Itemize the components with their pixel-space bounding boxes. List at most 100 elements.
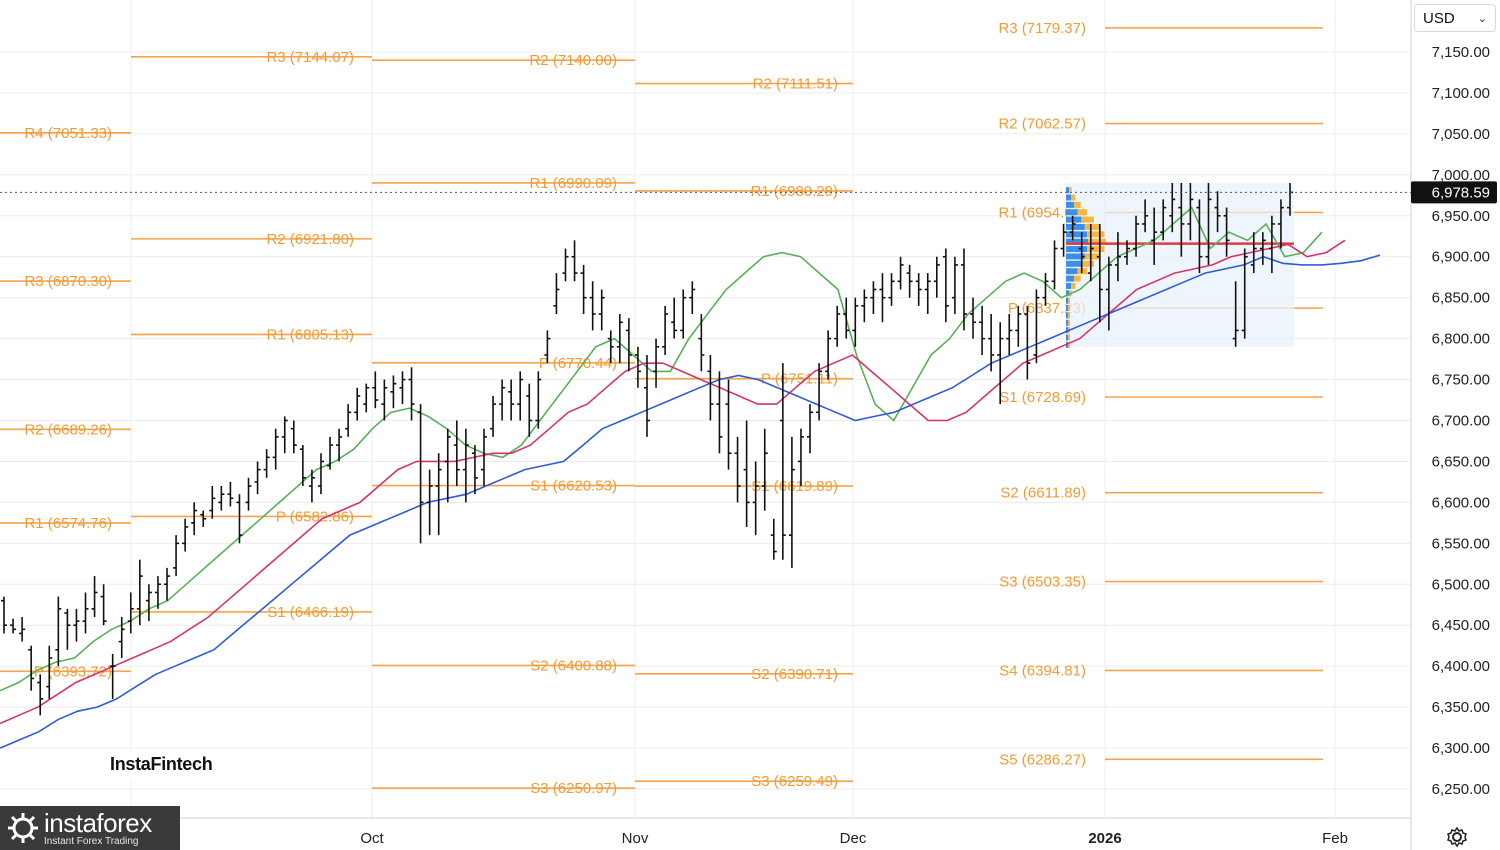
ohlc-bar <box>634 346 641 388</box>
pivot-label: S1 (6728.69) <box>999 389 1086 406</box>
volume-bar <box>1071 282 1076 289</box>
ohlc-bar <box>960 248 967 331</box>
volume-bar <box>1068 297 1070 304</box>
ohlc-bar <box>1096 223 1103 323</box>
ohlc-bar <box>408 367 415 421</box>
volume-bar <box>1066 282 1072 289</box>
ohlc-bar <box>1069 215 1076 241</box>
pivot-label: S2 (6390.71) <box>751 666 838 683</box>
ohlc-bar <box>870 281 877 315</box>
volume-bar <box>1066 231 1088 238</box>
chevron-down-icon: ⌄ <box>1477 12 1487 25</box>
ohlc-bar <box>64 608 71 650</box>
ohlc-bar <box>1114 232 1121 282</box>
volume-bar <box>1066 238 1088 245</box>
moving-averages <box>0 206 1381 749</box>
volume-bar <box>1066 275 1075 282</box>
volume-bar <box>1071 194 1076 201</box>
volume-bar <box>1066 319 1069 326</box>
ohlc-bar <box>825 330 832 380</box>
price-tick-label: 6,300.00 <box>1432 740 1490 757</box>
volume-bar <box>1087 246 1105 253</box>
pivot-label: R1 (6574.76) <box>24 515 112 532</box>
gear-logo-icon <box>8 813 38 843</box>
price-tick-label: 7,150.00 <box>1432 44 1490 61</box>
volume-bar <box>1084 253 1101 260</box>
time-tick-label: Feb <box>1322 830 1348 847</box>
pivot-label: R4 (7051.33) <box>24 125 112 142</box>
ohlc-bar <box>933 256 940 298</box>
volume-bar <box>1081 216 1094 223</box>
volume-bar <box>1068 334 1070 341</box>
ohlc-bar <box>100 584 107 626</box>
ohlc-bar <box>1169 183 1176 233</box>
ohlc-bar <box>299 445 306 487</box>
ohlc-bar <box>879 273 886 323</box>
ohlc-bar <box>91 576 98 618</box>
ohlc-bar <box>598 289 605 331</box>
ohlc-bar <box>28 645 35 691</box>
ohlc-bar <box>725 379 732 470</box>
ohlc-bar <box>1196 199 1203 274</box>
ohlc-bar <box>200 510 207 527</box>
ohlc-bar <box>888 273 895 306</box>
ohlc-bar <box>19 617 26 642</box>
price-tick-label: 6,900.00 <box>1432 249 1490 266</box>
time-tick-label: Nov <box>622 830 649 847</box>
ohlc-bar <box>1259 232 1266 265</box>
ohlc-bar <box>807 404 814 454</box>
ohlc-bar <box>1250 232 1257 274</box>
ohlc-bar <box>662 305 669 355</box>
price-tick-label: 6,650.00 <box>1432 453 1490 470</box>
price-tick-label: 7,100.00 <box>1432 85 1490 102</box>
ohlc-bar <box>1105 256 1112 331</box>
volume-bar <box>1066 312 1069 319</box>
ohlc-bar <box>164 567 171 601</box>
volume-bar <box>1066 290 1070 297</box>
time-tick-label: Oct <box>360 830 384 847</box>
ohlc-bar <box>227 481 234 507</box>
time-axis: Oct Nov Dec 2026 Feb <box>0 817 1411 847</box>
currency-select[interactable]: USD ⌄ <box>1414 4 1496 32</box>
price-axis-bg <box>1411 0 1500 850</box>
pivot-label: R1 (6980.29) <box>750 183 838 200</box>
price-tick-label: 6,950.00 <box>1432 208 1490 225</box>
volume-bar <box>1066 209 1078 216</box>
ohlc-bar <box>644 354 650 437</box>
ohlc-bar <box>508 379 515 421</box>
ohlc-bar <box>127 592 134 634</box>
ohlc-bar <box>46 645 53 699</box>
volume-bar <box>1068 305 1070 312</box>
pivot-label: R1 (6805.13) <box>266 326 354 343</box>
ohlc-bar <box>1205 183 1212 265</box>
ohlc-bar <box>327 436 334 470</box>
ohlc-bar <box>336 428 343 462</box>
ohlc-bar <box>462 428 469 503</box>
pivot-label: R1 (6954.09) <box>998 204 1086 221</box>
ohlc-bar <box>843 297 850 339</box>
ohlc-bar <box>453 420 460 487</box>
ohlc-bar <box>625 318 632 372</box>
ohlc-bar <box>535 371 542 429</box>
ohlc-bar <box>154 576 161 609</box>
volume-bar <box>1066 253 1085 260</box>
insta-fintech-watermark: InstaFintech <box>100 750 223 779</box>
volume-bar <box>1069 187 1072 194</box>
volume-bar <box>1066 246 1088 253</box>
pivot-label: P (6770.44) <box>539 355 617 372</box>
volume-bar <box>1084 223 1101 230</box>
ohlc-bar <box>218 486 225 511</box>
ohlc-bar <box>779 363 786 560</box>
price-tick-label: 7,000.00 <box>1432 167 1490 184</box>
last-price-tag <box>1411 181 1497 204</box>
pivot-label: S4 (6394.81) <box>999 662 1086 679</box>
volume-bar <box>1088 238 1106 245</box>
pivot-label: S3 (6250.97) <box>530 780 617 797</box>
pivot-label: R3 (7179.37) <box>998 20 1086 37</box>
ohlc-bar <box>861 289 868 323</box>
ohlc-bar <box>399 371 406 405</box>
brand-logo: instaforex Instant Forex Trading <box>0 806 180 850</box>
ohlc-bar <box>816 363 823 421</box>
settings-icon[interactable] <box>1446 826 1468 848</box>
